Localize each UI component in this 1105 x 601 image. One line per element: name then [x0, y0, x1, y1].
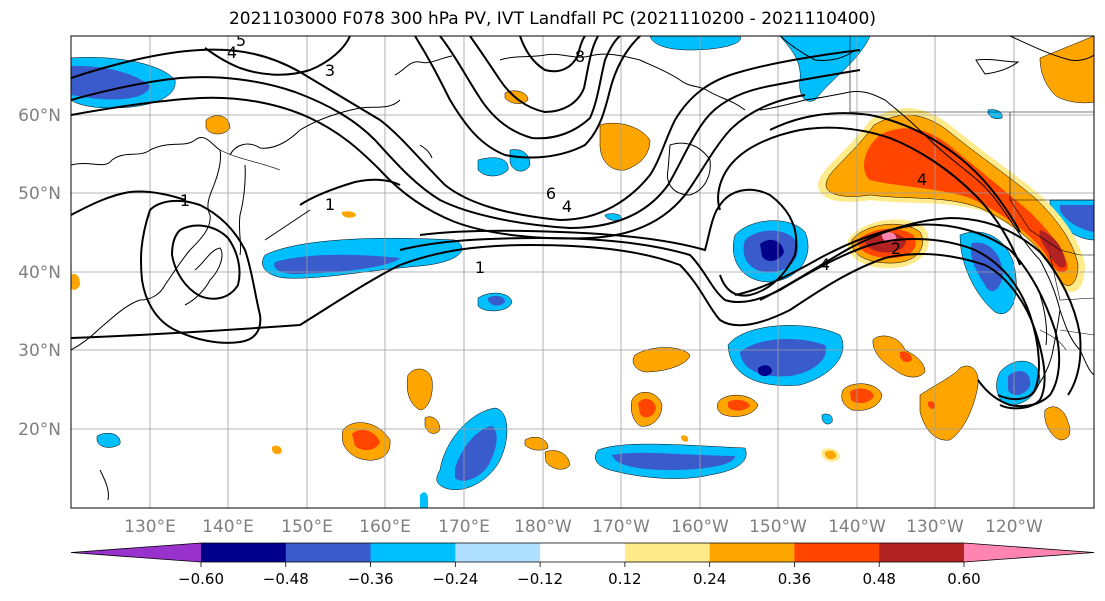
lon-label: 160°E — [359, 517, 411, 537]
coastlines — [71, 36, 1094, 501]
lon-label: 140°E — [202, 517, 254, 537]
lat-label: 20°N — [18, 420, 61, 440]
colorbar-segment — [794, 543, 880, 562]
colorbar-segment — [624, 543, 711, 562]
contour-label: 6 — [546, 184, 556, 203]
colorbar-tick-label: −0.36 — [348, 570, 394, 588]
lon-label: 160°W — [671, 517, 729, 537]
longitude-labels: 130°E 140°E 150°E 160°E 170°E 180°W 170°… — [124, 517, 1043, 537]
colorbar-tick-label: 0.12 — [608, 570, 641, 588]
contour-label: 4 — [562, 197, 572, 216]
contour-label: 4 — [227, 43, 237, 62]
colorbar: −0.60 −0.48 −0.36 −0.24 −0.12 0.12 0.24 0.36 0.4… — [70, 542, 1095, 588]
contour-label: 1 — [180, 191, 190, 210]
contour-label: 4 — [917, 170, 927, 189]
contour-label: 3 — [325, 61, 335, 80]
lon-label: 130°W — [906, 517, 964, 537]
lon-label: 170°E — [438, 517, 490, 537]
pv-contours — [71, 36, 1082, 410]
lat-label: 60°N — [18, 106, 61, 126]
colorbar-segment — [709, 543, 795, 562]
colorbar-tick-label: 0.36 — [778, 570, 811, 588]
contour-label: 4 — [820, 255, 830, 274]
contour-label: 1 — [475, 258, 485, 277]
colorbar-segment — [540, 543, 626, 562]
colorbar-tick-label: 0.24 — [693, 570, 726, 588]
colorbar-extend-min — [71, 543, 201, 562]
colorbar-tick-label: −0.12 — [517, 570, 563, 588]
gridlines — [71, 36, 1094, 508]
colorbar-segment — [201, 543, 287, 562]
colorbar-tick-label: −0.24 — [432, 570, 478, 588]
colorbar-tick-label: 0.60 — [947, 570, 980, 588]
colorbar-segment — [879, 543, 965, 562]
lon-label: 170°W — [592, 517, 650, 537]
latitude-labels: 60°N 50°N 40°N 30°N 20°N — [18, 106, 61, 440]
colorbar-tick-label: 0.48 — [863, 570, 896, 588]
contour-label: 5 — [236, 31, 246, 50]
map-frame — [70, 35, 1095, 509]
lon-label: 130°E — [124, 517, 176, 537]
colorbar-extend-max — [964, 543, 1094, 562]
contour-label: 1 — [325, 195, 335, 214]
lon-label: 150°W — [749, 517, 807, 537]
lon-label: 150°E — [281, 517, 333, 537]
lon-label: 140°W — [828, 517, 886, 537]
colorbar-tick-label: −0.60 — [178, 570, 224, 588]
colorbar-tick-label: −0.48 — [263, 570, 309, 588]
lon-label: 120°W — [985, 517, 1043, 537]
lat-label: 50°N — [18, 184, 61, 204]
contour-label: 2 — [891, 239, 901, 258]
lat-label: 40°N — [18, 263, 61, 283]
positive-pc-shading — [71, 36, 1094, 470]
contour-label: 8 — [575, 47, 585, 66]
colorbar-segment — [455, 543, 541, 562]
lat-label: 30°N — [18, 341, 61, 361]
colorbar-segment — [370, 543, 456, 562]
map-title: 2021103000 F078 300 hPa PV, IVT Landfall… — [228, 9, 876, 29]
lon-label: 180°W — [514, 517, 572, 537]
map-panel: 5 4 3 1 1 1 6 4 8 4 2 4 — [71, 31, 1094, 508]
colorbar-segment — [285, 543, 372, 562]
contour-label-group: 5 4 3 1 1 1 6 4 8 4 2 4 — [180, 31, 927, 277]
